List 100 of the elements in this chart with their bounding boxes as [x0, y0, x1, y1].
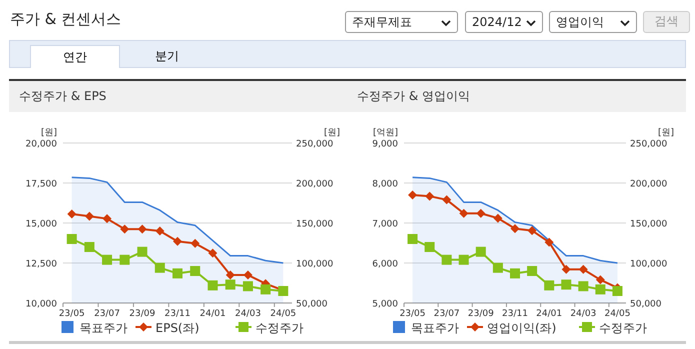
point	[408, 234, 418, 244]
point	[578, 264, 588, 274]
point	[562, 264, 571, 274]
point	[260, 284, 271, 294]
x-tick-label: 23/07	[434, 309, 460, 319]
point	[172, 268, 182, 278]
y-tick-label: 9,000	[372, 140, 398, 150]
point	[225, 280, 236, 290]
y-tick-label: 20,000	[26, 140, 58, 150]
legend-label: 수정주가	[599, 321, 647, 335]
x-tick-label: 23/11	[164, 309, 190, 319]
point	[528, 226, 537, 236]
point	[510, 268, 520, 278]
point	[544, 238, 554, 247]
y2-tick-label: 200,000	[630, 180, 668, 190]
text: 분기	[155, 49, 179, 63]
y2-tick-label: 100,000	[296, 260, 334, 270]
point	[137, 246, 148, 257]
y2-tick-label: 50,000	[296, 300, 328, 310]
point	[424, 242, 435, 252]
point	[155, 226, 164, 236]
point	[102, 254, 112, 265]
point	[154, 262, 165, 273]
point	[190, 238, 200, 248]
x-tick-label: 23/11	[502, 309, 528, 319]
x-tick-label: 23/09	[468, 309, 494, 319]
point	[492, 262, 503, 273]
point	[612, 286, 622, 296]
y-tick-label: 5,000	[372, 300, 398, 310]
legend-label: EPS(좌)	[156, 321, 200, 335]
point	[459, 208, 468, 218]
y-tick-label: 15,000	[26, 220, 58, 230]
legend-label: 목표주가	[80, 321, 128, 335]
chart-title: 수정주가 & 영업이익	[357, 89, 470, 103]
point	[425, 192, 434, 201]
point	[84, 242, 94, 252]
legend-label: 수정주가	[256, 321, 304, 335]
x-tick-label: 24/05	[604, 309, 630, 319]
y-tick-label: 8,000	[372, 180, 398, 190]
point	[596, 275, 605, 284]
point	[102, 214, 112, 224]
point	[84, 212, 94, 221]
y2-tick-label: 250,000	[630, 140, 668, 150]
point	[510, 224, 520, 234]
y2-tick-label: 100,000	[630, 260, 668, 270]
point	[208, 248, 218, 258]
point	[476, 208, 486, 218]
x-tick-label: 24/01	[200, 309, 226, 319]
y-tick-label: 10,000	[26, 300, 58, 310]
point	[226, 270, 235, 280]
x-tick-label: 24/01	[536, 309, 562, 319]
x-tick-label: 23/09	[129, 309, 156, 319]
point	[138, 224, 147, 234]
point	[595, 284, 606, 294]
y-tick-label: 6,000	[372, 260, 398, 270]
y-tick-label: 17,500	[26, 180, 58, 190]
point	[66, 234, 77, 244]
point	[578, 281, 588, 292]
x-tick-label: 23/05	[400, 309, 426, 319]
text: 연간	[63, 50, 87, 64]
y-tick-label: 7,000	[372, 220, 398, 230]
y-axis-title: [억원]	[372, 128, 398, 138]
point	[120, 254, 130, 265]
x-tick-label: 24/05	[270, 309, 296, 319]
legend-label: 영업이익(좌)	[487, 321, 556, 335]
y2-tick-label: 250,000	[296, 140, 334, 150]
point	[458, 254, 469, 265]
point	[476, 246, 486, 257]
x-tick-label: 23/05	[58, 309, 85, 319]
y-tick-label: 12,500	[26, 260, 58, 270]
point	[190, 266, 200, 276]
chart-title: 수정주가 & EPS	[19, 89, 106, 103]
point	[493, 214, 502, 223]
point	[208, 280, 218, 290]
text: 주재무제표	[352, 15, 412, 29]
point	[544, 280, 554, 290]
x-tick-label: 23/07	[94, 309, 120, 319]
y-axis-title: [원]	[40, 128, 57, 138]
text: 주가 & 컨센서스	[10, 10, 122, 28]
point	[120, 224, 130, 234]
point	[67, 210, 76, 219]
legend-label: 목표주가	[411, 321, 459, 335]
y2-tick-label: 150,000	[296, 220, 334, 230]
y2-tick-label: 200,000	[296, 180, 334, 190]
point	[173, 236, 182, 246]
point	[242, 281, 253, 292]
y2-tick-label: 50,000	[630, 300, 662, 310]
point	[408, 190, 418, 200]
point	[561, 280, 572, 290]
text: 2024/12	[472, 15, 522, 29]
x-tick-label: 24/03	[570, 309, 596, 319]
point	[527, 266, 538, 276]
text: 검색	[654, 14, 678, 28]
y2-axis-title: [원]	[324, 128, 340, 138]
y2-axis-title: [원]	[658, 128, 674, 138]
point	[442, 195, 452, 204]
text: 영업이익	[556, 15, 604, 29]
x-tick-label: 24/03	[234, 309, 261, 319]
point	[442, 254, 452, 265]
y2-tick-label: 150,000	[630, 220, 668, 230]
